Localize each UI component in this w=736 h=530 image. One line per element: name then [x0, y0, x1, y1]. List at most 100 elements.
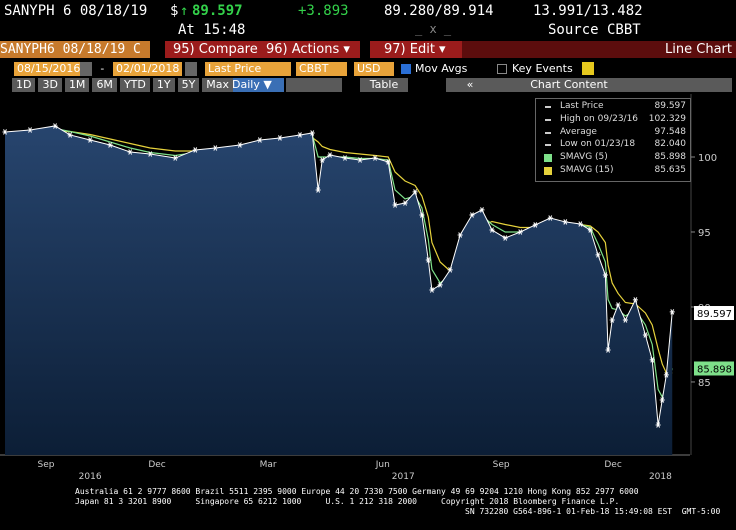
calendar-icon[interactable]	[80, 62, 92, 76]
checkbox[interactable]	[497, 64, 507, 74]
currency-select[interactable]: USD	[354, 62, 394, 76]
compare-button[interactable]: 95) Compare	[165, 41, 258, 58]
legend-value: 97.548	[654, 126, 687, 137]
price-marker	[447, 267, 453, 273]
price-marker	[649, 357, 655, 363]
range-button[interactable]: YTD	[119, 78, 150, 92]
y-tick-label: 100	[698, 153, 717, 164]
price-marker	[429, 287, 435, 293]
table-button[interactable]: Table	[360, 78, 408, 92]
x-tick-label: Dec	[148, 460, 165, 470]
price-marker	[655, 422, 661, 428]
legend-value: 85.898	[654, 152, 687, 163]
price-marker	[172, 155, 178, 161]
chart-content[interactable]: Chart Content	[490, 78, 648, 92]
start-date[interactable]: 08/15/2016	[14, 62, 84, 76]
price-marker	[577, 221, 583, 227]
source-select[interactable]: CBBT	[296, 62, 347, 76]
range-button[interactable]: Max	[202, 78, 234, 92]
footer-line: Australia 61 2 9777 8600 Brazil 5511 239…	[75, 487, 639, 496]
price-area	[5, 125, 673, 456]
collapse-button[interactable]: «	[446, 78, 494, 92]
line-tool[interactable]	[286, 78, 316, 92]
range-button[interactable]: 3D	[38, 78, 62, 92]
footer-line: Japan 81 3 3201 8900 Singapore 65 6212 1…	[75, 497, 620, 506]
end-date[interactable]: 02/01/2018	[113, 62, 183, 76]
price-marker	[615, 302, 621, 308]
range-button[interactable]: 1M	[64, 78, 90, 92]
price-marker	[602, 272, 608, 278]
price-marker	[2, 129, 8, 135]
price-marker	[192, 147, 198, 153]
settings-button[interactable]	[644, 78, 732, 92]
field-select[interactable]: Last Price	[205, 62, 291, 76]
legend-value: 102.329	[648, 113, 686, 124]
price-marker	[622, 317, 628, 323]
price-marker	[52, 123, 58, 129]
legend-icon	[545, 144, 551, 147]
legend-label: High on 09/23/16	[560, 113, 639, 124]
price-marker	[517, 229, 523, 235]
last-price: 89.597	[192, 3, 243, 19]
price-marker	[469, 212, 475, 218]
cursor-tool[interactable]	[312, 78, 342, 92]
price-marker	[437, 282, 443, 288]
value-box-label: 85.898	[697, 364, 732, 375]
value-box	[694, 361, 734, 376]
legend-value: 82.040	[654, 139, 687, 150]
price-marker	[315, 187, 321, 193]
price-marker	[595, 252, 601, 258]
price-marker	[372, 155, 378, 161]
value-box	[694, 306, 734, 321]
price-marker	[412, 189, 418, 195]
yields: 13.991/13.482	[533, 3, 643, 19]
range-button[interactable]: 5Y	[177, 78, 200, 92]
price-marker	[609, 317, 615, 323]
y-tick-label: 95	[698, 228, 711, 239]
window-controls[interactable]: _ x _	[415, 22, 452, 36]
price-marker	[67, 132, 73, 138]
legend-icon	[545, 106, 551, 108]
legend-value: 89.597	[654, 101, 687, 111]
events-icon[interactable]	[582, 62, 594, 75]
price-marker	[277, 135, 283, 141]
security-input[interactable]: SANYPH6 08/18/19 C	[0, 41, 150, 58]
edit-button[interactable]: 97) Edit ▾	[370, 41, 466, 58]
price-marker	[663, 372, 669, 378]
checkbox[interactable]	[401, 64, 411, 74]
x-tick-label: Dec	[604, 460, 621, 470]
period-select[interactable]: Daily ▼	[228, 78, 284, 92]
price-marker	[385, 159, 391, 165]
price-marker	[562, 219, 568, 225]
price-marker	[489, 227, 495, 233]
price-marker	[632, 297, 638, 303]
price-marker	[479, 207, 485, 213]
legend-label: SMAVG (15)	[560, 165, 614, 175]
range-button[interactable]: 1Y	[152, 78, 175, 92]
price-marker	[107, 142, 113, 148]
x-tick-label: Jun	[375, 460, 390, 470]
mov-avgs[interactable]: Mov Avgs	[415, 62, 468, 75]
range-button[interactable]: 6M	[92, 78, 117, 92]
year-label: 2017	[392, 472, 415, 482]
actions-button[interactable]: 96) Actions ▾	[258, 41, 360, 58]
legend-label: Average	[560, 126, 597, 137]
key-events[interactable]: Key Events	[512, 62, 573, 75]
price-marker	[502, 235, 508, 241]
price-marker	[425, 257, 431, 263]
price-marker	[669, 309, 675, 315]
x-tick-label: Sep	[37, 460, 54, 470]
value-box-label: 89.597	[697, 309, 732, 320]
price-marker	[642, 332, 648, 338]
calendar-icon[interactable]	[185, 62, 197, 76]
legend: Last Price 89.597 High on 09/23/16 102.329 A…	[535, 98, 691, 182]
year-label: 2016	[79, 472, 102, 482]
chart-kind: Line Chart	[462, 41, 736, 58]
legend-label: Low on 01/23/18	[560, 139, 636, 150]
price-marker	[297, 132, 303, 138]
price-marker	[342, 155, 348, 161]
footer-line: SN 732280 G564-896-1 01-Feb-18 15:49:08 …	[465, 507, 721, 516]
range-button[interactable]: 1D	[12, 78, 36, 92]
legend-swatch	[544, 154, 552, 163]
